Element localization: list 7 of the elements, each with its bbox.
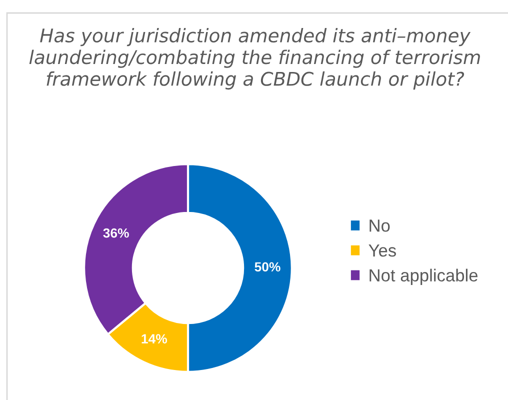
data-label: 50% (254, 262, 280, 272)
legend-label: No (370, 220, 390, 232)
chart-title: Has your jurisdiction amended its anti–money laundering/combating the financing of terrorism framework following a CBDC launch or pilot? (29, 28, 480, 90)
data-label: 14% (142, 334, 168, 344)
legend-label: Yes (368, 244, 396, 257)
legend-label: Not applicable (370, 268, 478, 285)
data-label: 36% (103, 228, 129, 238)
